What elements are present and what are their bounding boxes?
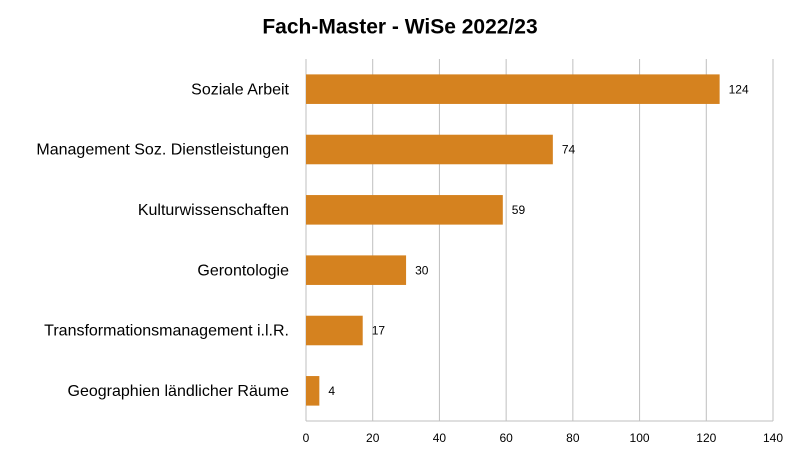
y-tick-label: Soziale Arbeit [191,81,289,98]
chart-title: Fach-Master - WiSe 2022/23 [262,16,537,39]
x-tick-label: 0 [303,431,310,445]
x-tick-label: 20 [366,431,380,445]
bar [306,134,553,165]
data-label: 124 [729,82,749,96]
x-tick-label: 120 [696,431,716,445]
bar [306,195,503,225]
bar [306,255,407,285]
data-label: 59 [512,203,526,217]
y-tick-label: Management Soz. Dienstleistungen [36,142,289,159]
data-label: 30 [415,263,429,277]
data-label: 17 [372,324,386,338]
x-tick-label: 100 [630,431,650,445]
bar [306,74,720,104]
x-tick-label: 80 [566,431,580,445]
x-tick-label: 60 [499,431,513,445]
data-label: 4 [328,384,335,398]
x-tick-label: 140 [763,431,783,445]
y-tick-label: Gerontologie [197,262,289,279]
bar [306,315,363,346]
y-tick-label: Kulturwissenschaften [138,202,289,219]
y-tick-label: Geographien ländlicher Räume [68,383,290,400]
bar [306,376,320,406]
x-tick-label: 40 [433,431,447,445]
y-tick-label: Transformationsmanagement i.l.R. [44,323,289,340]
data-label: 74 [562,143,576,157]
